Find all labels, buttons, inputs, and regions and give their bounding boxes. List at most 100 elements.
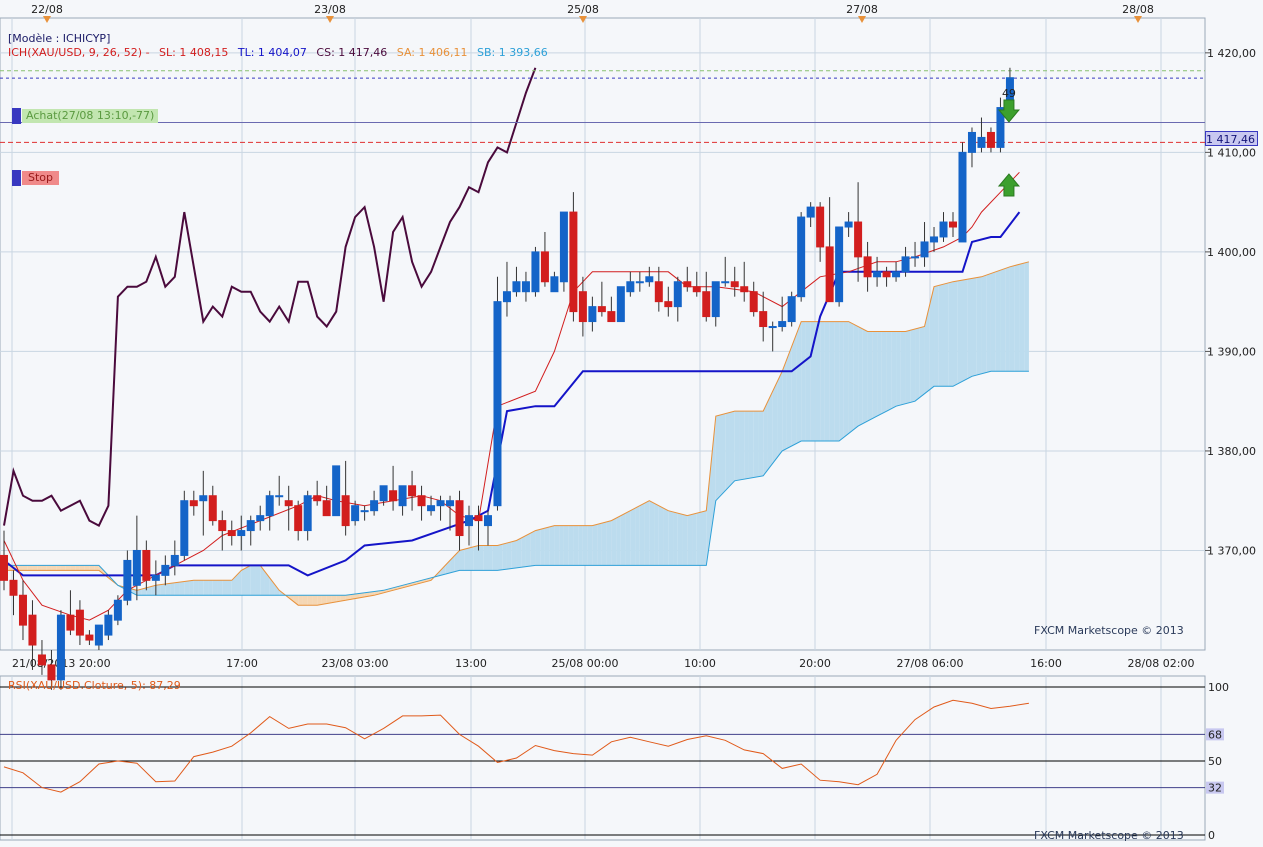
candle-body[interactable] <box>237 530 246 537</box>
candle-body[interactable] <box>939 221 948 238</box>
candle-body[interactable] <box>246 520 255 532</box>
candle-body[interactable] <box>569 211 578 313</box>
candle-body[interactable] <box>151 574 160 581</box>
candle-body[interactable] <box>844 221 853 228</box>
candle-body[interactable] <box>683 281 692 288</box>
candle-body[interactable] <box>806 206 815 218</box>
candle-body[interactable] <box>702 291 711 318</box>
candle-body[interactable] <box>559 211 568 283</box>
buy-arrow-icon[interactable] <box>997 173 1021 197</box>
candle-body[interactable] <box>455 500 464 537</box>
candle-body[interactable] <box>550 276 559 293</box>
candle-body[interactable] <box>66 614 75 631</box>
candle-body[interactable] <box>626 281 635 293</box>
candle-body[interactable] <box>996 107 1005 148</box>
candle-body[interactable] <box>654 281 663 303</box>
candle-body[interactable] <box>47 664 56 681</box>
candle-body[interactable] <box>882 271 891 278</box>
candle-body[interactable] <box>446 500 455 507</box>
candle-body[interactable] <box>986 131 995 148</box>
candle-body[interactable] <box>341 495 350 527</box>
stop-order-label[interactable]: Stop <box>22 171 60 185</box>
candle-body[interactable] <box>265 495 274 517</box>
candle-body[interactable] <box>161 564 170 576</box>
candle-body[interactable] <box>370 500 379 512</box>
candle-body[interactable] <box>502 291 511 303</box>
candle-body[interactable] <box>930 236 939 243</box>
candle-body[interactable] <box>94 624 103 646</box>
candle-body[interactable] <box>958 151 967 243</box>
candle-body[interactable] <box>408 485 417 497</box>
candle-body[interactable] <box>493 301 502 507</box>
candle-body[interactable] <box>749 291 758 313</box>
candle-body[interactable] <box>360 510 369 513</box>
candle-body[interactable] <box>379 485 388 502</box>
rsi-panel[interactable] <box>0 675 1206 841</box>
candle-body[interactable] <box>635 281 644 284</box>
candle-body[interactable] <box>673 281 682 308</box>
candle-body[interactable] <box>85 634 94 641</box>
buy-order-label[interactable]: Achat(27/08 13:10,-77) <box>22 109 159 123</box>
candle-body[interactable] <box>474 515 483 522</box>
candle-body[interactable] <box>180 500 189 556</box>
candle-body[interactable] <box>398 485 407 507</box>
candle-body[interactable] <box>711 281 720 318</box>
candle-body[interactable] <box>521 281 530 293</box>
candle-body[interactable] <box>854 221 863 258</box>
candle-body[interactable] <box>56 614 65 681</box>
candle-body[interactable] <box>797 216 806 298</box>
candle-body[interactable] <box>28 614 37 646</box>
candle-body[interactable] <box>132 549 141 586</box>
candle-body[interactable] <box>256 515 265 522</box>
candle-body[interactable] <box>142 549 151 581</box>
candle-body[interactable] <box>123 559 132 601</box>
candle-body[interactable] <box>721 281 730 284</box>
candle-body[interactable] <box>512 281 521 293</box>
candle-body[interactable] <box>483 515 492 527</box>
candle-body[interactable] <box>104 614 113 636</box>
candle-body[interactable] <box>892 271 901 278</box>
candle-body[interactable] <box>977 136 986 148</box>
candle-body[interactable] <box>37 654 46 666</box>
candle-body[interactable] <box>389 490 398 502</box>
candle-body[interactable] <box>825 246 834 303</box>
candle-body[interactable] <box>465 515 474 527</box>
candle-body[interactable] <box>949 221 957 228</box>
candle-body[interactable] <box>540 251 549 283</box>
candle-body[interactable] <box>901 256 910 273</box>
candle-body[interactable] <box>9 579 18 596</box>
stop-order-handle[interactable] <box>12 170 21 186</box>
candle-body[interactable] <box>863 256 872 278</box>
candle-body[interactable] <box>227 530 236 537</box>
candle-body[interactable] <box>275 495 284 498</box>
candle-body[interactable] <box>873 271 882 278</box>
candle-body[interactable] <box>322 500 331 517</box>
candle-body[interactable] <box>616 286 625 323</box>
candle-body[interactable] <box>199 495 208 502</box>
candle-body[interactable] <box>759 311 768 328</box>
candle-body[interactable] <box>588 306 597 323</box>
candle-body[interactable] <box>778 321 787 328</box>
candle-body[interactable] <box>816 206 825 248</box>
candle-body[interactable] <box>920 241 929 258</box>
candle-body[interactable] <box>417 495 426 507</box>
candle-body[interactable] <box>645 276 654 283</box>
candle-body[interactable] <box>75 609 84 636</box>
candle-body[interactable] <box>189 500 198 507</box>
candle-body[interactable] <box>607 311 616 323</box>
candle-body[interactable] <box>332 465 341 517</box>
candle-body[interactable] <box>218 520 227 532</box>
candle-body[interactable] <box>284 500 293 507</box>
candle-body[interactable] <box>664 301 673 308</box>
candle-body[interactable] <box>597 306 606 313</box>
candle-body[interactable] <box>967 131 976 153</box>
candle-body[interactable] <box>740 286 749 293</box>
candle-body[interactable] <box>692 286 701 293</box>
candle-body[interactable] <box>427 505 436 512</box>
candle-body[interactable] <box>730 281 739 288</box>
candle-body[interactable] <box>303 495 312 532</box>
candle-body[interactable] <box>436 500 445 507</box>
buy-order-handle[interactable] <box>12 108 21 124</box>
